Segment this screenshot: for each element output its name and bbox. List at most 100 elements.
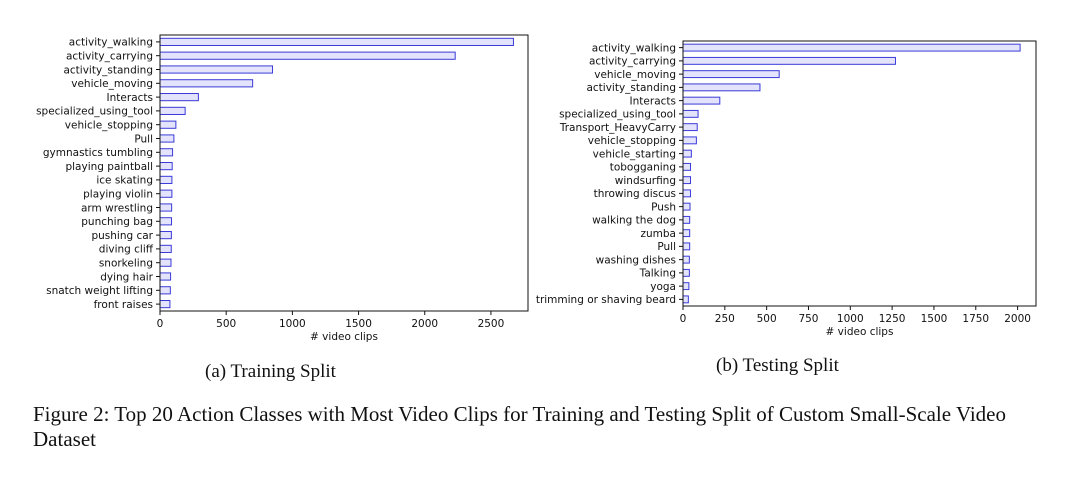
- train-category-label: playing paintball: [65, 161, 153, 173]
- test-bar: [682, 255, 690, 264]
- test-category-label: yoga: [650, 281, 676, 293]
- test-bar: [682, 282, 690, 291]
- test-category-label: Pull: [657, 241, 676, 253]
- train-category-label: Interacts: [107, 92, 153, 104]
- train-bar: [159, 189, 173, 198]
- train-category-label: activity_carrying: [66, 51, 153, 63]
- train-bar: [159, 79, 254, 88]
- test-bar: [682, 295, 689, 304]
- train-xtick-label: 0: [157, 318, 164, 330]
- train-bar: [159, 134, 175, 143]
- test-bar: [682, 96, 721, 105]
- subcaption-testing: (b) Testing Split: [716, 355, 839, 376]
- train-bar: [159, 258, 172, 267]
- test-category-label: Interacts: [630, 95, 676, 107]
- test-category-label: washing dishes: [596, 254, 676, 266]
- test-xtick-label: 750: [798, 313, 818, 325]
- train-bar: [159, 300, 171, 309]
- test-category-label: activity_carrying: [589, 56, 676, 68]
- train-category-label: vehicle_stopping: [65, 120, 153, 132]
- train-xtick-label: 500: [216, 318, 236, 330]
- test-x-axis-label: # video clips: [826, 326, 894, 338]
- test-category-label: activity_standing: [586, 82, 676, 94]
- train-category-label: pushing car: [91, 230, 153, 242]
- test-bar: [682, 202, 691, 211]
- train-bar: [159, 217, 173, 226]
- test-category-label: trimming or shaving beard: [536, 294, 676, 306]
- train-xtick-label: 2000: [411, 318, 438, 330]
- test-bar: [682, 215, 691, 224]
- train-bar: [159, 231, 172, 240]
- test-bar: [682, 268, 690, 277]
- test-bar: [682, 70, 780, 79]
- test-category-label: tobogganing: [610, 162, 676, 174]
- train-bar: [159, 106, 186, 115]
- test-xtick-label: 1500: [921, 313, 948, 325]
- test-bar: [682, 149, 692, 158]
- test-category-label: zumba: [641, 228, 677, 240]
- test-xtick-label: 1750: [962, 313, 989, 325]
- train-bar: [159, 162, 173, 171]
- test-category-label: specialized_using_tool: [559, 109, 676, 121]
- train-category-label: Pull: [134, 133, 153, 145]
- train-bar: [159, 175, 173, 184]
- test-plot-frame: [682, 40, 1037, 307]
- test-xtick-label: 1000: [837, 313, 864, 325]
- train-bar: [159, 244, 172, 253]
- train-x-axis-label: # video clips: [310, 331, 378, 343]
- test-xtick-label: 500: [757, 313, 777, 325]
- train-bar: [159, 65, 274, 74]
- train-category-label: snatch weight lifting: [46, 285, 153, 297]
- train-bar: [159, 37, 514, 46]
- test-bar: [682, 242, 691, 251]
- train-xtick-label: 1500: [345, 318, 372, 330]
- test-bar: [682, 109, 699, 118]
- test-category-label: walking the dog: [592, 215, 676, 227]
- test-xtick-label: 1250: [879, 313, 906, 325]
- train-category-label: gymnastics tumbling: [43, 147, 153, 159]
- test-bar: [682, 189, 692, 198]
- test-bar: [682, 136, 697, 145]
- test-bar: [682, 43, 1021, 52]
- subcaption-training: (a) Training Split: [205, 361, 336, 382]
- train-category-label: playing violin: [83, 189, 153, 201]
- train-category-label: arm wrestling: [81, 202, 153, 214]
- test-bar: [682, 229, 691, 238]
- train-bar: [159, 51, 456, 60]
- train-bar: [159, 286, 171, 295]
- train-bar: [159, 120, 177, 129]
- test-category-label: windsurfing: [615, 175, 676, 187]
- train-category-label: activity_standing: [63, 64, 153, 76]
- train-bar: [159, 148, 174, 157]
- test-bar: [682, 123, 698, 132]
- test-category-label: Push: [651, 201, 676, 213]
- test-bar: [682, 162, 692, 171]
- train-category-label: dying hair: [100, 271, 153, 283]
- train-category-label: vehicle_moving: [71, 78, 153, 90]
- train-category-label: ice skating: [96, 175, 153, 187]
- train-bar: [159, 272, 172, 281]
- test-bar: [682, 83, 761, 92]
- test-category-label: vehicle_stopping: [588, 135, 676, 147]
- train-category-label: punching bag: [81, 216, 153, 228]
- train-category-label: activity_walking: [69, 37, 153, 49]
- train-category-label: snorkeling: [99, 258, 153, 270]
- test-xtick-label: 0: [680, 313, 687, 325]
- figure-caption: Figure 2: Top 20 Action Classes with Mos…: [33, 402, 1007, 451]
- charts-canvas: activity_walkingactivity_carryingactivit…: [36, 34, 1037, 343]
- test-chart: activity_walking activity_carryingvehicle…: [536, 40, 1037, 338]
- test-category-label: activity_walking: [592, 42, 676, 54]
- train-bar: [159, 93, 199, 102]
- test-category-label: throwing discus: [594, 188, 676, 200]
- train-chart: activity_walking activity_carryingactivit…: [36, 34, 529, 343]
- train-category-label: diving cliff: [99, 244, 154, 256]
- test-bar: [682, 56, 896, 65]
- test-category-label: vehicle_moving: [594, 69, 676, 81]
- test-category-label: vehicle_starting: [593, 148, 676, 160]
- train-plot-frame: [159, 34, 529, 312]
- test-bar: [682, 176, 692, 185]
- train-bar: [159, 203, 173, 212]
- train-xtick-label: 1000: [279, 318, 306, 330]
- train-xtick-label: 2500: [478, 318, 505, 330]
